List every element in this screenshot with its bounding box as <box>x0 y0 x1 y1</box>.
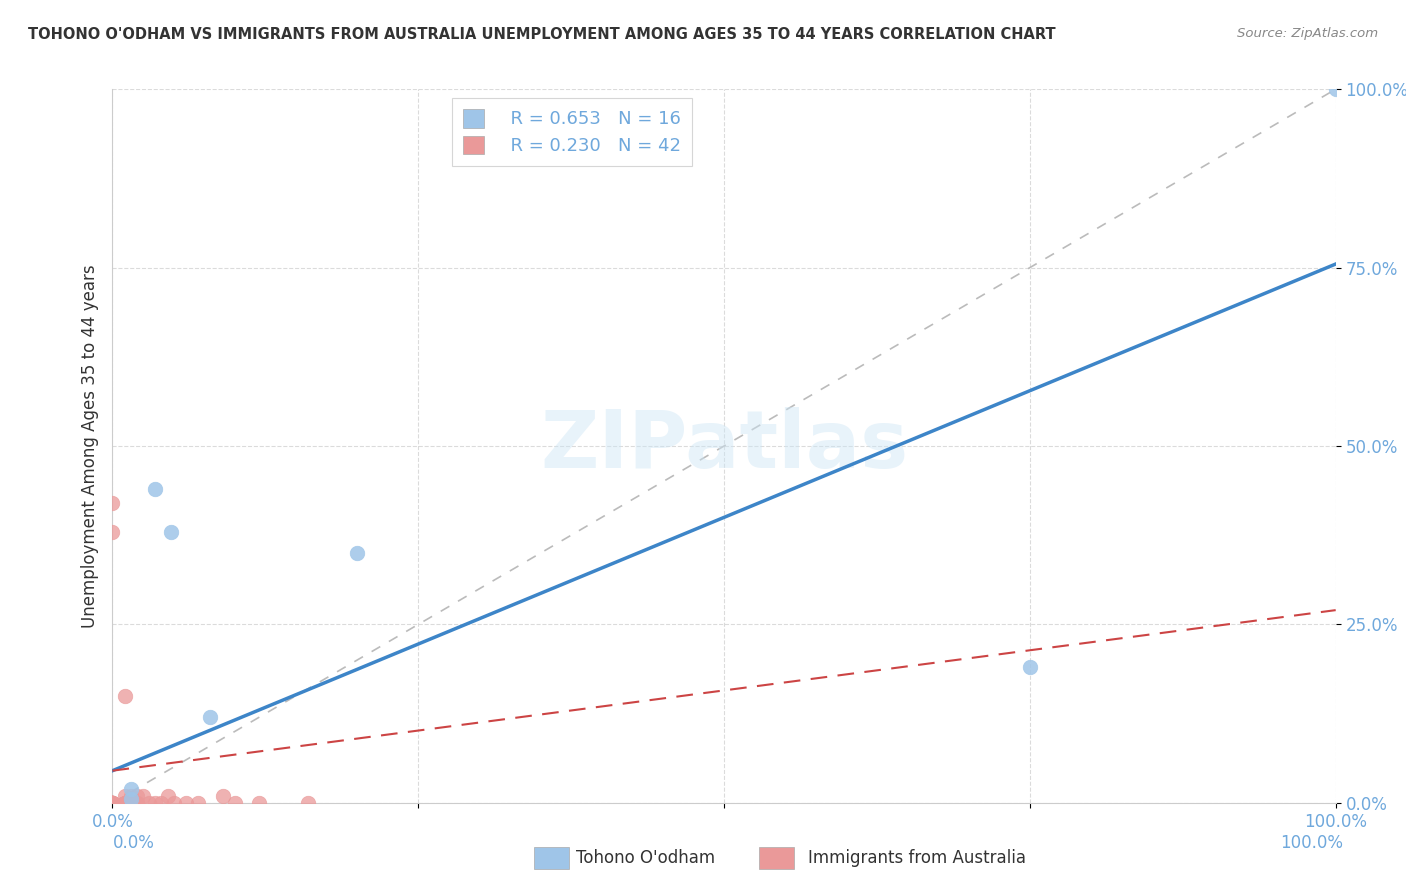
Point <box>114 689 136 703</box>
Text: Tohono O'odham: Tohono O'odham <box>576 849 716 867</box>
Text: TOHONO O'ODHAM VS IMMIGRANTS FROM AUSTRALIA UNEMPLOYMENT AMONG AGES 35 TO 44 YEA: TOHONO O'ODHAM VS IMMIGRANTS FROM AUSTRA… <box>28 27 1056 42</box>
Point <box>101 796 124 810</box>
Point <box>114 796 136 810</box>
Point <box>101 796 124 810</box>
Point <box>132 789 155 803</box>
Point <box>101 796 124 810</box>
Point <box>156 789 179 803</box>
Point <box>224 796 246 810</box>
Point <box>297 796 319 810</box>
Point <box>120 789 142 803</box>
Point <box>101 796 124 810</box>
Point <box>346 546 368 560</box>
Point <box>150 796 173 810</box>
Text: Immigrants from Australia: Immigrants from Australia <box>808 849 1026 867</box>
Point <box>101 796 124 810</box>
Point <box>101 796 124 810</box>
Point <box>101 796 124 810</box>
Point <box>114 796 136 810</box>
Point <box>101 796 124 810</box>
Text: Source: ZipAtlas.com: Source: ZipAtlas.com <box>1237 27 1378 40</box>
Point <box>138 796 160 810</box>
Point <box>114 789 136 803</box>
Text: 100.0%: 100.0% <box>1279 834 1343 852</box>
Point <box>125 796 148 810</box>
Point <box>163 796 186 810</box>
Point <box>114 796 136 810</box>
Text: ZIPatlas: ZIPatlas <box>540 407 908 485</box>
Point <box>101 496 124 510</box>
Point <box>125 796 148 810</box>
Point <box>101 796 124 810</box>
Point <box>101 796 124 810</box>
Point <box>101 796 124 810</box>
Point <box>120 796 142 810</box>
Point <box>101 796 124 810</box>
Point <box>125 789 148 803</box>
Point <box>101 524 124 539</box>
Legend:   R = 0.653   N = 16,   R = 0.230   N = 42: R = 0.653 N = 16, R = 0.230 N = 42 <box>451 98 692 166</box>
Point <box>114 796 136 810</box>
Point <box>200 710 222 724</box>
Point <box>187 796 209 810</box>
Point <box>101 796 124 810</box>
Point <box>211 789 233 803</box>
Point <box>247 796 270 810</box>
Point <box>143 482 166 496</box>
Point <box>101 796 124 810</box>
Text: 0.0%: 0.0% <box>112 834 155 852</box>
Point <box>101 796 124 810</box>
Point <box>101 796 124 810</box>
Point <box>101 796 124 810</box>
Point <box>1018 660 1040 674</box>
Point <box>120 781 142 796</box>
Point <box>1324 82 1347 96</box>
Point <box>174 796 197 810</box>
Point <box>120 792 142 806</box>
Point <box>160 524 183 539</box>
Y-axis label: Unemployment Among Ages 35 to 44 years: Unemployment Among Ages 35 to 44 years <box>80 264 98 628</box>
Point <box>143 796 166 810</box>
